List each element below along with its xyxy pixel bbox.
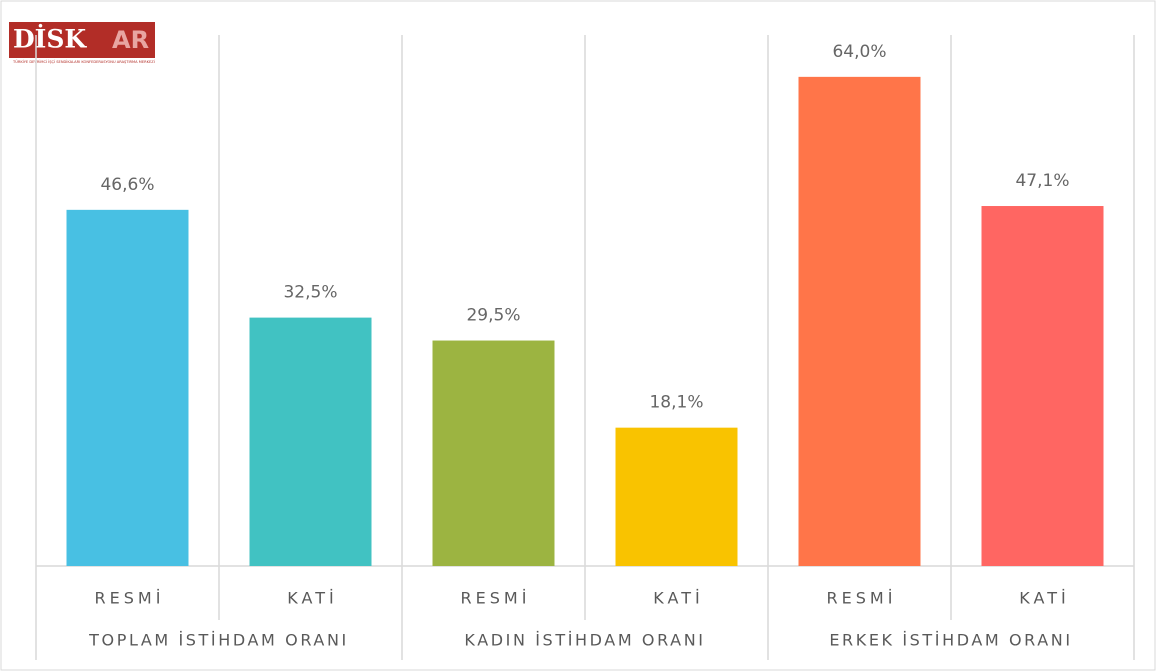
x-tick-label: KATİ [1019,589,1069,608]
x-tick-label: RESMİ [95,589,165,608]
logo-text: DİSK [13,25,87,54]
bar [66,209,189,567]
x-tick-label: RESMİ [827,589,897,608]
x-tick-label: RESMİ [461,589,531,608]
data-label: 29,5% [466,306,520,326]
data-label: 47,1% [1015,171,1069,191]
logo-text: AR [112,26,149,54]
group-label: KADIN İSTİHDAM ORANI [464,631,705,650]
data-label: 18,1% [649,393,703,413]
bar [798,76,921,566]
bar [981,206,1104,566]
bar [615,427,738,566]
x-tick-label: KATİ [287,589,337,608]
bar [249,317,372,566]
group-label: ERKEK İSTİHDAM ORANI [829,631,1072,650]
logo: DİSK AR TÜRKİYE DEVRİMCİ İŞÇİ SENDİKALAR… [9,22,155,64]
data-label: 64,0% [832,42,886,62]
logo-subtitle: TÜRKİYE DEVRİMCİ İŞÇİ SENDİKALARI KONFED… [12,59,155,64]
group-label: TOPLAM İSTİHDAM ORANI [88,631,349,650]
data-label: 46,6% [100,175,154,195]
x-tick-label: KATİ [653,589,703,608]
data-label: 32,5% [283,283,337,303]
logo-box [9,22,155,58]
bar [432,340,555,566]
